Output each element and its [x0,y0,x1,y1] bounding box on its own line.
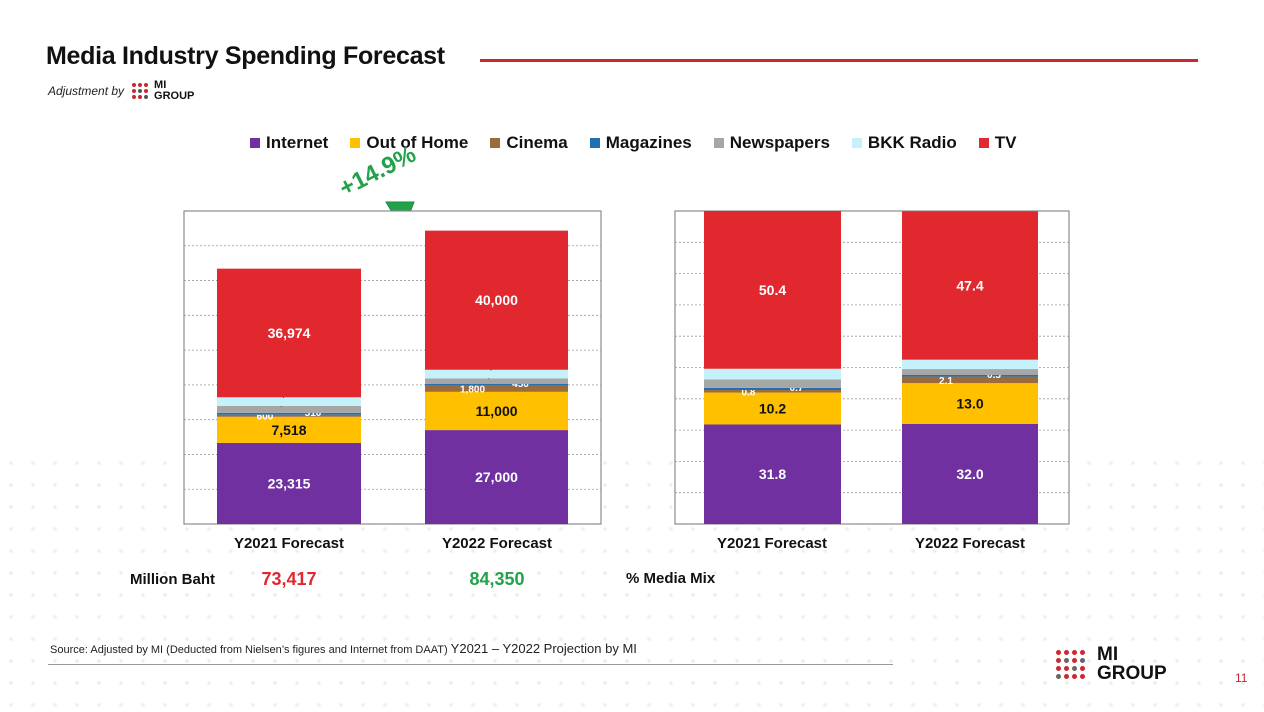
data-label: 0.5 [987,370,1001,381]
page-title: Media Industry Spending Forecast [46,42,445,70]
title-underline [480,59,1198,62]
source-divider [48,664,893,665]
bar-segment-magazines [217,412,361,415]
bar-segment-internet [902,423,1038,524]
legend-item-newspapers: Newspapers [713,133,830,153]
bar-segment-out-of-home [902,383,1038,424]
bar-segment-magazines [902,375,1038,377]
data-label: 7,518 [271,422,306,438]
legend-label: BKK Radio [867,133,957,152]
bar-segment-tv [704,211,841,369]
legend-item-internet: Internet [250,133,328,153]
data-label: 47.4 [956,277,983,293]
legend-label: TV [994,133,1017,152]
data-label: 36,974 [268,325,311,341]
bar-segment-tv [902,211,1038,360]
data-label: 600 [257,412,274,423]
data-label: 11,000 [475,403,517,419]
bar-segment-tv [217,268,361,398]
adjustment-label: Adjustment by [48,84,125,98]
logo-dots-icon [132,83,149,99]
mi-group-logo: MI GROUP [1056,645,1167,683]
legend-item-magazines: Magazines [589,133,692,153]
bar-segment-bkk-radio [425,369,568,379]
chart2-category-1: Y2022 Forecast [914,535,1026,552]
logo-bottom-line2: GROUP [1097,663,1167,684]
data-label: 23,315 [268,475,311,491]
bar-segment-out-of-home [704,392,841,425]
legend-swatch [490,138,501,148]
bar-segment-cinema [217,414,361,417]
legend-label: Newspapers [729,133,830,152]
page-number: 11 [1235,671,1248,685]
data-label: 13.0 [956,395,983,411]
adjustment-row: Adjustment by MI GROUP [48,80,194,102]
legend-item-bkk-radio: BKK Radio [851,133,957,153]
chart1-category-0: Y2021 Forecast [233,535,345,552]
bar-segment-out-of-home [217,416,361,443]
data-label: 1,800 [460,385,485,396]
legend-swatch [589,138,600,148]
legend-label: Magazines [605,133,692,152]
bar-segment-newspapers [217,405,361,413]
bar-segment-cinema [902,376,1038,384]
media-mix-chart: 31.810.20.80.72.73.450.432.013.02.10.51.… [674,210,1070,525]
chart2-category-0: Y2021 Forecast [716,535,828,552]
legend-swatch [250,138,260,148]
legend-label: Cinema [506,133,568,152]
bar-segment-out-of-home [425,391,568,431]
legend-swatch [978,138,989,148]
bar-segment-magazines [425,384,568,386]
bar-segment-internet [425,430,568,524]
chart1-category-1: Y2022 Forecast [441,535,553,552]
logo-bottom-line1: MI [1097,644,1119,665]
legend-swatch [350,138,361,148]
bar-segment-newspapers [704,379,841,388]
data-label: 450 [512,379,529,390]
logo-line1: MI [154,79,167,91]
source-prefix: Source: Adjusted by MI (Deducted from Ni… [50,644,448,656]
bar-segment-bkk-radio [704,368,841,380]
bar-segment-internet [217,442,361,524]
source-suffix: Y2021 – Y2022 Projection by MI [450,641,637,656]
mi-group-logo-small: MI GROUP [132,80,194,102]
data-label: 510 [305,408,322,419]
bar-segment-cinema [704,390,841,393]
data-label: 0.7 [790,383,804,394]
data-label: 27,000 [475,469,518,485]
legend-item-cinema: Cinema [490,133,568,153]
data-label: 10.2 [759,401,786,417]
data-label: 40,000 [475,292,518,308]
legend-item-tv: TV [978,133,1017,153]
bar-segment-internet [704,424,841,524]
data-label: 50.4 [759,282,786,298]
data-label: 2.1 [939,376,953,387]
bar-segment-newspapers [425,378,568,385]
legend-swatch [851,138,862,148]
legend-swatch [713,138,724,148]
bar-segment-cinema [425,385,568,392]
legend-label: Internet [266,133,329,152]
legend-label: Out of Home [366,133,469,152]
logo-line2: GROUP [154,90,195,102]
bar-segment-tv [425,230,568,370]
totals-label: Million Baht [130,571,215,588]
total-2021: 73,417 [261,569,317,589]
data-label: 0.8 [742,387,756,398]
chart-legend: Internet Out of Home Cinema Magazines Newspa… [250,133,1016,153]
data-label: 32.0 [956,466,983,482]
legend-item-out-of-home: Out of Home [350,133,468,153]
bar-segment-magazines [704,387,841,391]
logo-dots-icon-large [1056,649,1085,679]
bar-segment-bkk-radio [217,397,361,406]
media-mix-caption: % Media Mix [626,570,716,587]
bar-segment-bkk-radio [902,359,1038,370]
bar-segment-newspapers [902,369,1038,376]
source-note: Source: Adjusted by MI (Deducted from Ni… [50,641,637,656]
spending-chart: 23,3157,5186005102,0002,50036,97427,0001… [183,210,602,525]
data-label: 31.8 [759,466,786,482]
total-2022: 84,350 [469,569,525,589]
